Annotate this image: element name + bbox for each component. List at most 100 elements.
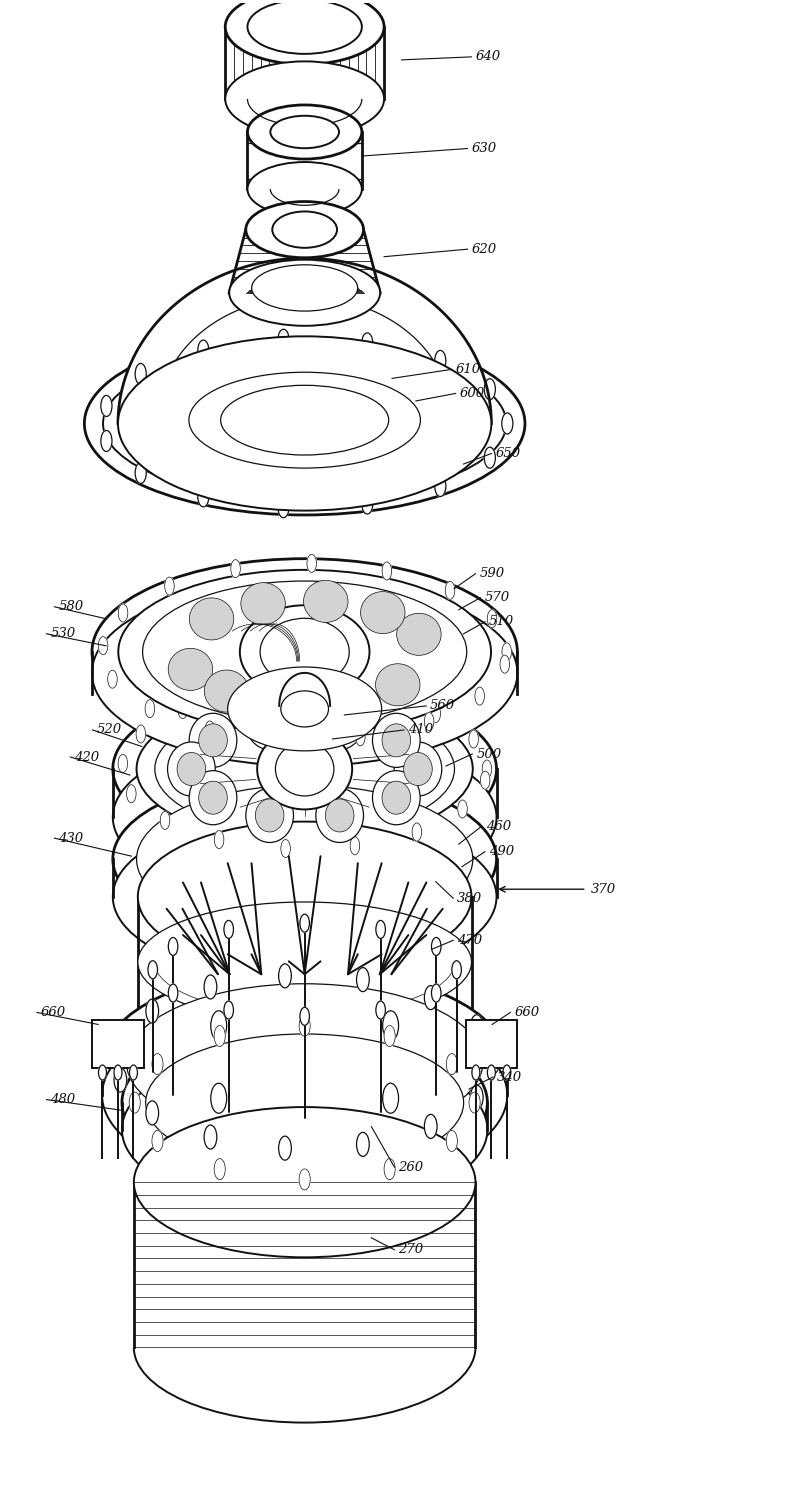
Circle shape xyxy=(114,1065,122,1080)
Ellipse shape xyxy=(270,116,339,148)
Circle shape xyxy=(382,1010,398,1041)
Circle shape xyxy=(204,976,217,998)
Circle shape xyxy=(484,448,495,467)
Bar xyxy=(138,897,471,1027)
Text: 460: 460 xyxy=(486,820,511,832)
Circle shape xyxy=(98,1065,106,1080)
Polygon shape xyxy=(246,288,363,293)
Text: 630: 630 xyxy=(471,142,497,155)
Circle shape xyxy=(446,582,454,599)
Bar xyxy=(134,1182,475,1348)
Circle shape xyxy=(424,1114,437,1139)
Ellipse shape xyxy=(189,771,237,825)
Text: 430: 430 xyxy=(58,831,83,844)
Circle shape xyxy=(136,725,146,743)
Circle shape xyxy=(168,938,178,956)
Ellipse shape xyxy=(190,597,234,639)
Ellipse shape xyxy=(260,618,350,685)
Ellipse shape xyxy=(257,728,352,810)
Ellipse shape xyxy=(247,161,362,216)
Circle shape xyxy=(300,1007,310,1025)
Ellipse shape xyxy=(102,1001,507,1188)
Ellipse shape xyxy=(118,570,491,734)
Circle shape xyxy=(357,1133,370,1157)
Ellipse shape xyxy=(113,685,497,854)
Circle shape xyxy=(482,760,492,778)
Circle shape xyxy=(424,986,437,1010)
Ellipse shape xyxy=(255,706,284,739)
Circle shape xyxy=(230,559,240,578)
Polygon shape xyxy=(118,258,491,424)
Circle shape xyxy=(431,704,441,722)
Circle shape xyxy=(475,688,485,706)
Circle shape xyxy=(130,1065,138,1080)
Circle shape xyxy=(350,837,360,855)
Text: 600: 600 xyxy=(459,388,485,400)
Text: 500: 500 xyxy=(476,748,502,760)
Text: 560: 560 xyxy=(430,700,455,712)
Circle shape xyxy=(469,730,478,748)
Text: 470: 470 xyxy=(458,933,482,947)
Circle shape xyxy=(214,831,224,849)
Circle shape xyxy=(214,1158,226,1179)
Circle shape xyxy=(503,1065,511,1080)
Circle shape xyxy=(357,968,370,992)
Circle shape xyxy=(434,475,446,496)
Ellipse shape xyxy=(204,670,249,712)
Circle shape xyxy=(469,1092,480,1113)
Text: 590: 590 xyxy=(479,567,505,581)
Ellipse shape xyxy=(126,983,483,1140)
Ellipse shape xyxy=(146,1034,464,1172)
Circle shape xyxy=(178,701,187,719)
Ellipse shape xyxy=(247,0,362,54)
Circle shape xyxy=(470,1015,483,1039)
Text: 650: 650 xyxy=(495,446,521,460)
Ellipse shape xyxy=(240,605,370,698)
Circle shape xyxy=(446,1131,458,1152)
Ellipse shape xyxy=(138,822,471,971)
Circle shape xyxy=(458,799,467,817)
Circle shape xyxy=(278,964,291,988)
Ellipse shape xyxy=(177,752,206,786)
Circle shape xyxy=(452,961,462,979)
Text: 490: 490 xyxy=(489,844,514,858)
Ellipse shape xyxy=(404,752,432,786)
Ellipse shape xyxy=(246,202,363,258)
Circle shape xyxy=(148,961,158,979)
Ellipse shape xyxy=(229,259,380,326)
Ellipse shape xyxy=(394,742,442,796)
Circle shape xyxy=(374,688,383,706)
Ellipse shape xyxy=(189,372,421,467)
Text: 420: 420 xyxy=(74,751,99,763)
Ellipse shape xyxy=(138,902,471,1022)
Circle shape xyxy=(424,713,434,730)
Circle shape xyxy=(502,642,511,661)
Ellipse shape xyxy=(122,1019,487,1185)
Ellipse shape xyxy=(361,591,405,633)
Circle shape xyxy=(484,379,495,400)
Circle shape xyxy=(299,1169,310,1190)
Circle shape xyxy=(114,1031,126,1056)
Circle shape xyxy=(278,496,289,517)
Ellipse shape xyxy=(324,679,369,721)
Ellipse shape xyxy=(316,789,363,843)
Ellipse shape xyxy=(167,742,215,796)
Bar xyxy=(226,27,384,100)
Ellipse shape xyxy=(122,356,488,492)
Ellipse shape xyxy=(382,724,410,757)
Circle shape xyxy=(118,605,128,623)
Circle shape xyxy=(382,1083,398,1113)
Circle shape xyxy=(224,920,234,938)
Circle shape xyxy=(129,1092,140,1113)
Circle shape xyxy=(306,680,316,698)
Ellipse shape xyxy=(316,695,363,749)
Text: 580: 580 xyxy=(58,600,83,614)
Circle shape xyxy=(300,914,310,932)
Text: 610: 610 xyxy=(456,363,481,375)
Text: 480: 480 xyxy=(50,1093,75,1105)
Circle shape xyxy=(362,493,373,514)
Circle shape xyxy=(470,1086,483,1110)
Circle shape xyxy=(431,985,441,1001)
Circle shape xyxy=(145,700,154,718)
Circle shape xyxy=(146,1000,158,1022)
